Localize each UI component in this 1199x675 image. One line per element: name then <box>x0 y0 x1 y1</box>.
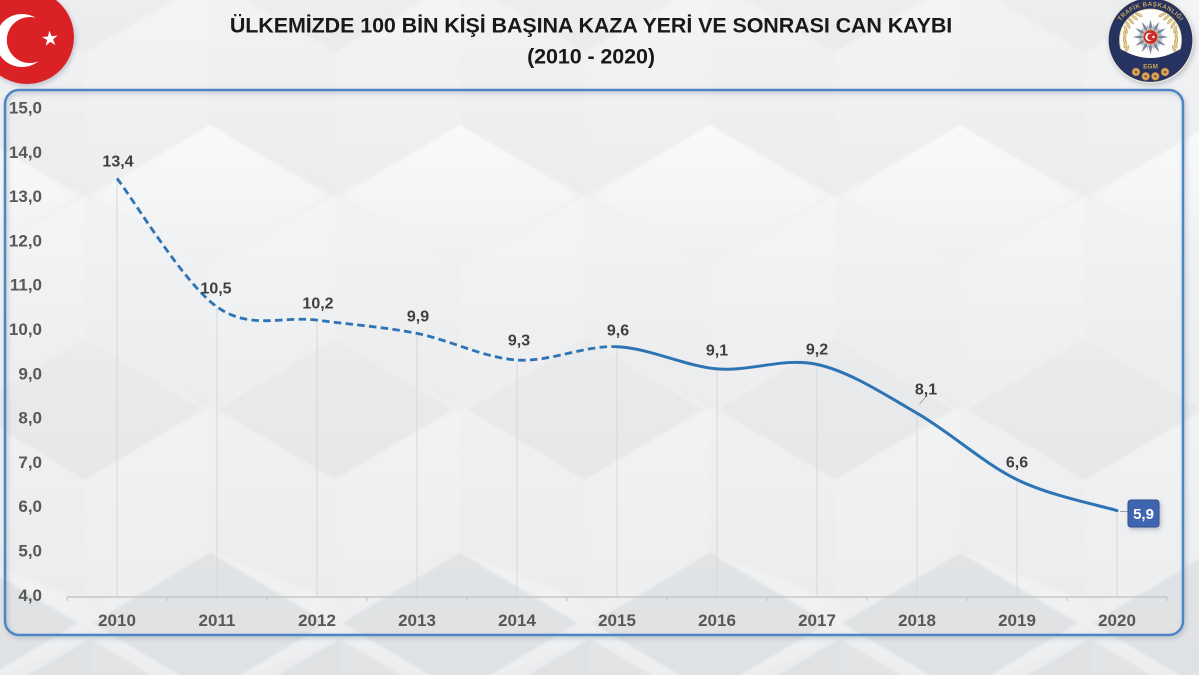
svg-text:10,5: 10,5 <box>200 281 231 298</box>
svg-text:12,0: 12,0 <box>9 231 42 250</box>
svg-text:10,0: 10,0 <box>9 320 42 339</box>
svg-text:9,3: 9,3 <box>508 333 530 350</box>
svg-text:(2010 - 2020): (2010 - 2020) <box>527 45 655 69</box>
svg-text:4,0: 4,0 <box>18 586 42 605</box>
svg-text:13,4: 13,4 <box>102 154 133 171</box>
svg-text:9,2: 9,2 <box>806 342 828 359</box>
svg-text:2020: 2020 <box>1098 611 1136 630</box>
svg-text:9,6: 9,6 <box>607 323 629 340</box>
svg-text:2018: 2018 <box>898 611 936 630</box>
svg-text:2019: 2019 <box>998 611 1036 630</box>
svg-text:EGM: EGM <box>1143 64 1158 71</box>
svg-text:5,0: 5,0 <box>18 542 42 561</box>
svg-text:14,0: 14,0 <box>9 143 42 162</box>
svg-text:2014: 2014 <box>498 611 536 630</box>
svg-text:13,0: 13,0 <box>9 187 42 206</box>
svg-text:11,0: 11,0 <box>10 276 42 295</box>
svg-text:2011: 2011 <box>199 611 236 630</box>
svg-text:9,1: 9,1 <box>706 343 728 360</box>
svg-text:15,0: 15,0 <box>9 99 42 118</box>
svg-text:9,9: 9,9 <box>407 309 429 326</box>
svg-text:6,0: 6,0 <box>18 497 42 516</box>
svg-text:6,6: 6,6 <box>1006 455 1028 472</box>
svg-text:2012: 2012 <box>298 611 336 630</box>
svg-text:2015: 2015 <box>598 611 636 630</box>
svg-text:ÜLKEMİZDE 100 BİN KİŞİ BAŞINA: ÜLKEMİZDE 100 BİN KİŞİ BAŞINA KAZA YERİ … <box>230 13 952 38</box>
svg-text:2016: 2016 <box>698 611 736 630</box>
svg-text:8,0: 8,0 <box>18 409 42 428</box>
svg-text:2017: 2017 <box>798 611 836 630</box>
svg-text:10,2: 10,2 <box>302 296 333 313</box>
svg-text:9,0: 9,0 <box>18 364 42 383</box>
svg-text:7,0: 7,0 <box>18 453 42 472</box>
svg-text:8,1: 8,1 <box>915 382 937 399</box>
svg-text:2010: 2010 <box>98 611 136 630</box>
svg-text:5,9: 5,9 <box>1133 506 1154 523</box>
svg-text:2013: 2013 <box>398 611 436 630</box>
